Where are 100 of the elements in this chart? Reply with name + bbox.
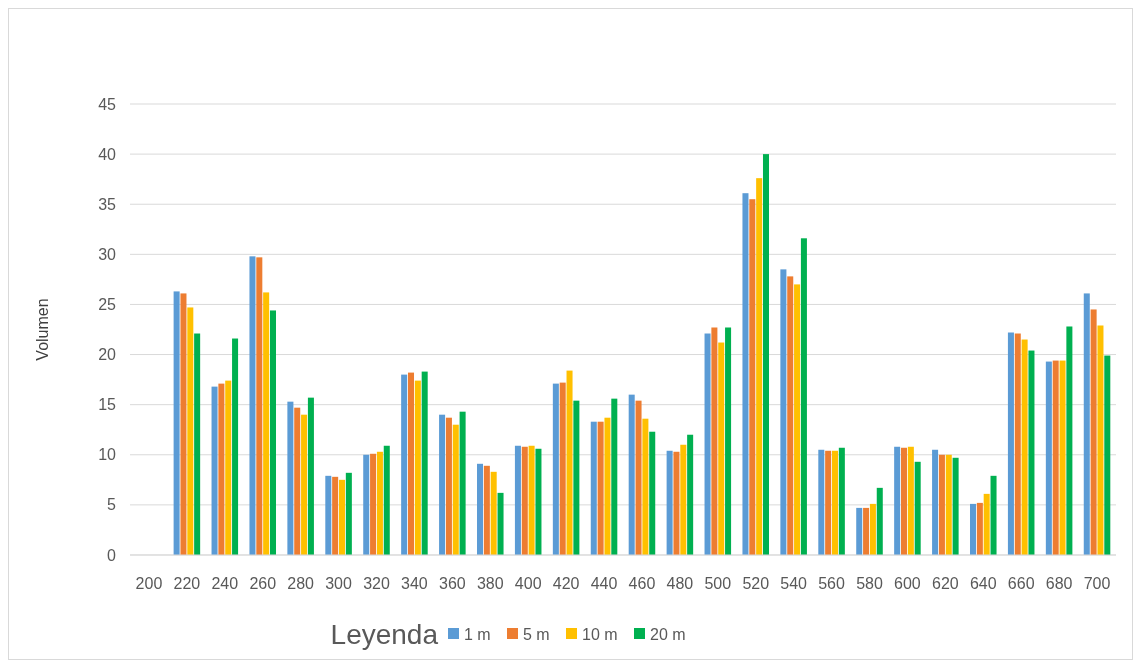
x-tick-label: 320 <box>363 575 390 592</box>
bar <box>787 276 794 555</box>
bar <box>1014 333 1021 555</box>
bar <box>1083 293 1090 555</box>
y-tick-label: 20 <box>98 346 117 364</box>
x-tick-label: 700 <box>1083 575 1111 592</box>
bar <box>1090 309 1097 555</box>
bar <box>687 434 694 555</box>
bar <box>680 444 687 555</box>
bar <box>477 463 484 555</box>
bar <box>914 461 921 555</box>
bar <box>704 333 711 555</box>
bar <box>1059 360 1066 555</box>
bar <box>1045 361 1052 555</box>
bar <box>363 454 370 555</box>
x-tick-label: 440 <box>590 575 618 592</box>
x-tick-label: 500 <box>704 575 732 592</box>
bar <box>552 383 559 555</box>
y-tick-label: 25 <box>98 296 117 314</box>
bar <box>414 380 421 555</box>
x-tick-label: 200 <box>135 575 163 592</box>
bar <box>970 503 977 555</box>
y-tick-label: 10 <box>98 446 117 464</box>
bar <box>711 327 718 555</box>
x-tick-label: 460 <box>628 575 656 592</box>
bar <box>718 342 725 555</box>
bar <box>938 454 945 555</box>
bar <box>294 407 301 555</box>
bar <box>307 397 314 555</box>
bar <box>1028 350 1035 555</box>
bar <box>490 471 497 555</box>
bar <box>194 333 201 555</box>
bar <box>497 492 504 555</box>
bar <box>173 291 180 555</box>
x-tick-label: 520 <box>742 575 770 592</box>
bar <box>900 447 908 555</box>
bar <box>225 380 232 555</box>
bar <box>1052 360 1059 555</box>
bar <box>604 417 611 555</box>
bar <box>535 448 542 555</box>
bar <box>1021 339 1028 555</box>
bar <box>749 199 756 555</box>
x-tick-label: 580 <box>856 575 883 592</box>
x-tick-label: 620 <box>931 575 959 592</box>
legend-label: 1 m <box>464 625 491 643</box>
x-tick-label: 240 <box>211 575 239 592</box>
x-tick-label: 220 <box>173 575 201 592</box>
bar <box>952 457 959 555</box>
bar <box>649 431 656 555</box>
y-tick-label: 35 <box>98 195 117 213</box>
bar <box>383 445 390 555</box>
bar <box>232 338 239 555</box>
bar <box>635 400 642 555</box>
y-tick-label: 30 <box>98 245 117 263</box>
bar <box>876 487 883 555</box>
bar <box>338 479 346 555</box>
bar <box>401 374 408 555</box>
bar <box>370 453 377 555</box>
y-axis-title: Volumen <box>34 298 51 361</box>
bar <box>439 414 446 555</box>
bar <box>1097 325 1104 555</box>
bar <box>742 193 749 555</box>
bar <box>287 401 294 555</box>
bar <box>780 269 787 555</box>
bar <box>521 446 528 555</box>
bar <box>597 421 604 555</box>
bar <box>256 257 263 555</box>
x-tick-label: 660 <box>1007 575 1035 592</box>
bar <box>187 307 194 555</box>
bar <box>756 178 763 555</box>
bar <box>573 400 580 555</box>
bar <box>269 310 276 555</box>
bar <box>990 475 997 555</box>
x-tick-label: 560 <box>818 575 846 592</box>
y-tick-label: 0 <box>107 546 117 564</box>
bar <box>869 503 876 555</box>
legend-label: 5 m <box>523 625 550 643</box>
bar <box>725 327 732 555</box>
bar <box>800 238 807 555</box>
y-tick-label: 15 <box>98 396 117 414</box>
y-tick-label: 45 <box>98 95 117 113</box>
bar <box>831 450 839 555</box>
x-tick-label: 340 <box>401 575 428 592</box>
x-tick-label: 360 <box>438 575 466 592</box>
bar <box>666 450 673 555</box>
x-tick-label: 400 <box>514 575 542 592</box>
x-tick-label: 540 <box>780 575 808 592</box>
legend-label: 10 m <box>582 625 618 643</box>
bar <box>611 398 618 555</box>
bar <box>894 446 901 555</box>
bar <box>818 449 825 555</box>
bar <box>452 424 459 555</box>
bar <box>825 450 832 555</box>
bar <box>762 154 769 555</box>
bar <box>838 447 845 555</box>
bar <box>932 449 939 555</box>
bar <box>976 502 983 555</box>
x-tick-label: 680 <box>1045 575 1073 592</box>
bar <box>325 475 332 555</box>
bar <box>794 284 801 555</box>
